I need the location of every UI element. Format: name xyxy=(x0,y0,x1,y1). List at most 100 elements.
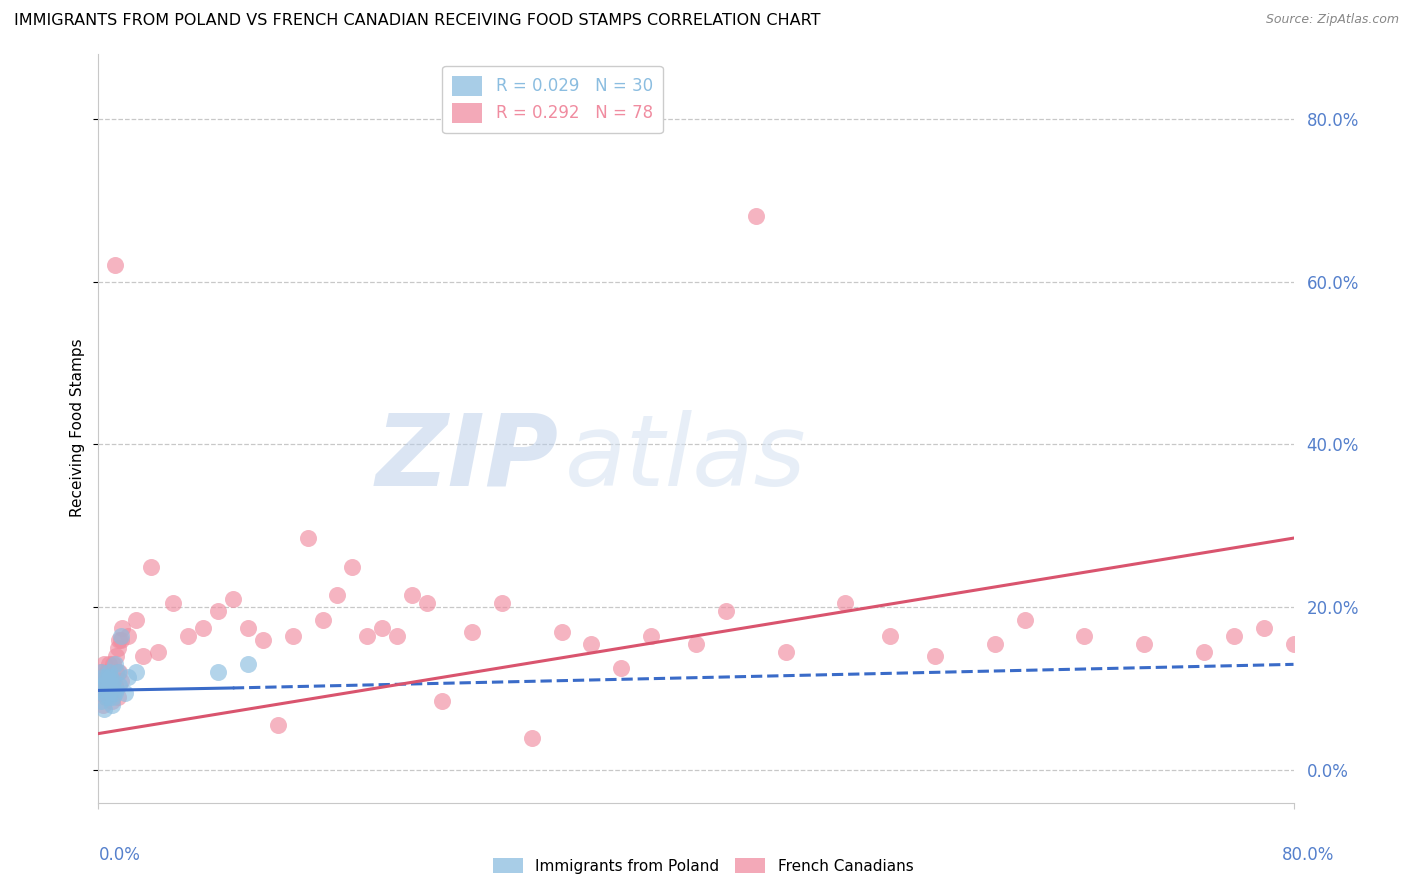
Point xyxy=(385,629,409,643)
Point xyxy=(90,686,112,700)
Point xyxy=(1282,637,1305,651)
Point xyxy=(148,645,170,659)
Point xyxy=(207,665,229,680)
Point xyxy=(89,673,111,688)
Point xyxy=(236,657,259,672)
Point xyxy=(520,731,543,745)
Point xyxy=(1312,735,1334,749)
Point xyxy=(108,665,131,680)
Point xyxy=(1343,739,1365,753)
Point xyxy=(94,669,117,683)
Point xyxy=(110,673,132,688)
Y-axis label: Receiving Food Stamps: Receiving Food Stamps xyxy=(70,339,86,517)
Point xyxy=(98,669,122,683)
Point xyxy=(222,592,245,607)
Point xyxy=(640,629,662,643)
Point xyxy=(91,698,114,712)
Point xyxy=(105,665,128,680)
Point xyxy=(97,665,120,680)
Point xyxy=(775,645,797,659)
Point xyxy=(90,665,112,680)
Point xyxy=(1223,629,1246,643)
Point xyxy=(101,673,124,688)
Point xyxy=(685,637,707,651)
Point xyxy=(550,624,572,639)
Point xyxy=(103,690,125,704)
Point xyxy=(252,632,274,647)
Point xyxy=(297,531,319,545)
Point xyxy=(610,661,633,675)
Point xyxy=(105,649,128,664)
Point xyxy=(834,596,856,610)
Point xyxy=(1192,645,1215,659)
Point xyxy=(96,681,118,696)
Point xyxy=(139,559,162,574)
Point xyxy=(342,559,364,574)
Point xyxy=(91,669,114,683)
Point xyxy=(162,596,184,610)
Point xyxy=(96,669,118,683)
Point xyxy=(117,629,139,643)
Text: Source: ZipAtlas.com: Source: ZipAtlas.com xyxy=(1265,13,1399,27)
Point xyxy=(93,657,115,672)
Legend: Immigrants from Poland, French Canadians: Immigrants from Poland, French Canadians xyxy=(486,852,920,880)
Point xyxy=(94,690,117,704)
Point xyxy=(97,686,120,700)
Point xyxy=(311,613,333,627)
Point xyxy=(117,669,139,683)
Point xyxy=(108,678,131,692)
Point xyxy=(94,690,117,704)
Point xyxy=(96,665,118,680)
Point xyxy=(191,621,214,635)
Point xyxy=(132,649,155,664)
Point xyxy=(94,673,117,688)
Point xyxy=(103,673,125,688)
Point xyxy=(107,641,129,656)
Point xyxy=(745,210,768,224)
Point xyxy=(91,669,114,683)
Point xyxy=(110,632,132,647)
Point xyxy=(108,632,131,647)
Point xyxy=(98,681,122,696)
Legend: R = 0.029   N = 30, R = 0.292   N = 78: R = 0.029 N = 30, R = 0.292 N = 78 xyxy=(443,66,662,133)
Point xyxy=(97,657,120,672)
Point xyxy=(104,258,127,272)
Point xyxy=(103,657,125,672)
Point xyxy=(581,637,603,651)
Point xyxy=(101,678,124,692)
Point xyxy=(107,690,129,704)
Point xyxy=(236,621,259,635)
Point xyxy=(90,694,112,708)
Point xyxy=(97,690,120,704)
Point xyxy=(103,686,125,700)
Point xyxy=(984,637,1007,651)
Text: 80.0%: 80.0% xyxy=(1281,846,1334,863)
Point xyxy=(356,629,378,643)
Point xyxy=(111,621,134,635)
Point xyxy=(107,665,129,680)
Point xyxy=(879,629,901,643)
Point xyxy=(104,686,127,700)
Point xyxy=(90,665,112,680)
Point xyxy=(125,613,148,627)
Point xyxy=(125,665,148,680)
Point xyxy=(104,657,127,672)
Point xyxy=(1014,613,1036,627)
Point xyxy=(93,681,115,696)
Point xyxy=(96,681,118,696)
Text: 0.0%: 0.0% xyxy=(98,846,141,863)
Point xyxy=(114,686,136,700)
Point xyxy=(105,681,128,696)
Text: ZIP: ZIP xyxy=(375,409,558,507)
Text: IMMIGRANTS FROM POLAND VS FRENCH CANADIAN RECEIVING FOOD STAMPS CORRELATION CHAR: IMMIGRANTS FROM POLAND VS FRENCH CANADIA… xyxy=(14,13,821,29)
Point xyxy=(1133,637,1156,651)
Point xyxy=(1073,629,1095,643)
Point xyxy=(98,681,122,696)
Point xyxy=(430,694,453,708)
Point xyxy=(1253,621,1275,635)
Point xyxy=(207,604,229,618)
Point xyxy=(98,669,122,683)
Text: atlas: atlas xyxy=(565,409,806,507)
Point xyxy=(416,596,439,610)
Point xyxy=(91,686,114,700)
